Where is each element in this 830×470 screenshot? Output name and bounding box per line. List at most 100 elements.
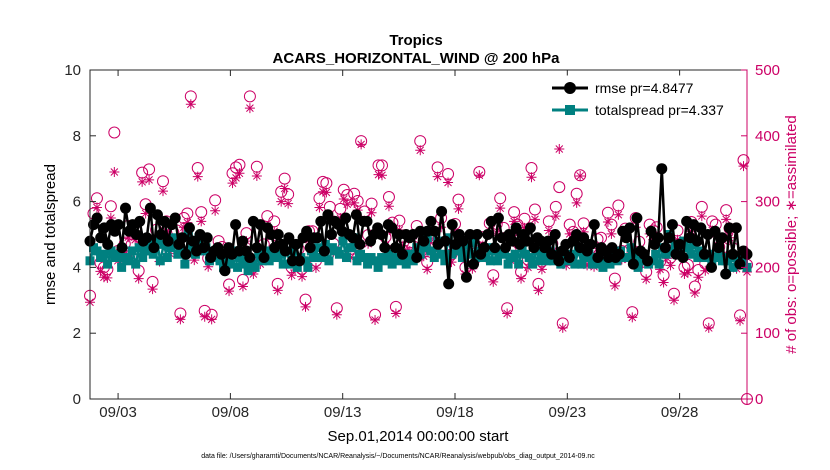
rmse-point (677, 252, 689, 264)
obs-assimilated-point (578, 226, 589, 237)
rmse-point (120, 202, 132, 214)
obs-assimilated-point (446, 257, 457, 268)
obs-assimilated-point (366, 207, 377, 218)
rmse-point (620, 232, 632, 244)
rmse-point (141, 232, 153, 244)
obs-assimilated-point (516, 273, 527, 284)
totalspread-point (493, 256, 503, 266)
rmse-point (215, 248, 227, 260)
x-tick-label: 09/23 (549, 404, 587, 421)
obs-assimilated-point (331, 309, 342, 320)
obs-assimilated-point (488, 276, 499, 287)
obs-assimilated-point (627, 312, 638, 323)
totalspread-point (250, 262, 260, 272)
obs-assimilated-point (317, 186, 328, 197)
totalspread-point (310, 253, 320, 263)
totalspread-point (486, 256, 496, 266)
obs-assimilated-point (189, 255, 200, 266)
left-y-axis-label: rmse and totalspread (42, 164, 59, 305)
obs-assimilated-point (554, 143, 565, 154)
rmse-point (325, 229, 337, 240)
rmse-point (666, 219, 678, 231)
totalspread-point (503, 259, 513, 269)
rmse-point (151, 209, 163, 221)
totalspread-point (338, 236, 348, 246)
left-y-tick-label: 0 (73, 391, 81, 408)
rmse-point (116, 242, 128, 254)
totalspread-point (633, 262, 643, 272)
rmse-point (155, 229, 167, 240)
obs-assimilated-point (283, 198, 294, 209)
rmse-point (730, 222, 742, 234)
obs-possible-point (104, 200, 117, 213)
right-y-tick-label: 400 (755, 128, 780, 145)
obs-assimilated-point (669, 295, 679, 306)
rmse-point (230, 219, 242, 231)
totalspread-point (233, 262, 243, 272)
rmse-point (549, 229, 561, 240)
totalspread-point (127, 246, 137, 256)
legend-totalspread-marker (565, 105, 575, 115)
rmse-point (521, 235, 533, 247)
obs-assimilated-point (286, 270, 297, 281)
totalspread-point (155, 256, 165, 266)
obs-assimilated-point (231, 172, 241, 183)
obs-assimilated-point (509, 216, 520, 227)
footer-data-file: data file: /Users/gharamti/Documents/NCA… (201, 453, 595, 460)
rmse-point (176, 232, 188, 244)
rmse-point (169, 212, 181, 224)
rmse-point (244, 252, 256, 264)
rmse-point (439, 235, 451, 247)
obs-assimilated-point (185, 99, 196, 110)
obs-assimilated-point (422, 264, 433, 275)
totalspread-point (345, 243, 355, 253)
rmse-point (112, 219, 124, 231)
right-y-tick-label: 0 (755, 391, 763, 408)
x-tick-label: 09/28 (661, 404, 699, 421)
rmse-point (347, 232, 359, 244)
obs-assimilated-point (495, 203, 506, 214)
totalspread-point (243, 266, 253, 276)
totalspread-point (654, 259, 664, 269)
obs-assimilated-point (144, 174, 155, 185)
rmse-point (674, 238, 686, 250)
rmse-point (183, 222, 195, 234)
totalspread-point (162, 253, 172, 263)
rmse-point (642, 255, 654, 267)
right-y-axis-label: # of obs: o=possible; ∗=assimilated (783, 115, 800, 354)
totalspread-point (303, 262, 313, 272)
totalspread-point (387, 259, 397, 269)
obs-assimilated-point (244, 103, 255, 114)
obs-assimilated-point (147, 284, 158, 295)
left-y-tick-label: 8 (73, 128, 81, 145)
totalspread-point (440, 256, 450, 266)
totalspread-point (92, 246, 102, 256)
rmse-point (546, 248, 558, 260)
rmse-point (130, 229, 142, 240)
rmse-point (290, 238, 302, 250)
rmse-series-group (84, 163, 753, 290)
totalspread-point (148, 249, 158, 259)
left-y-tick-label: 2 (73, 325, 81, 342)
obs-assimilated-point (338, 193, 349, 204)
totalspread-point (598, 262, 608, 272)
left-y-tick-label: 6 (73, 194, 81, 211)
obs-assimilated-point (95, 266, 106, 277)
rmse-point (428, 225, 440, 237)
x-axis: 09/03 09/08 09/13 09/18 09/23 09/28 (99, 70, 698, 421)
totalspread-point (106, 246, 116, 256)
rmse-point (201, 232, 213, 244)
obs-assimilated-point (123, 232, 134, 243)
rmse-point (251, 242, 263, 254)
rmse-point (446, 219, 458, 231)
rmse-point (542, 235, 554, 247)
rmse-point (386, 222, 398, 234)
totalspread-point (587, 259, 597, 269)
obs-assimilated-point (237, 281, 248, 292)
obs-assimilated-point (679, 268, 690, 279)
rmse-point (91, 212, 103, 224)
totalspread-point (113, 249, 123, 259)
obs-assimilated-point (276, 196, 287, 207)
totalspread-point (138, 253, 148, 263)
